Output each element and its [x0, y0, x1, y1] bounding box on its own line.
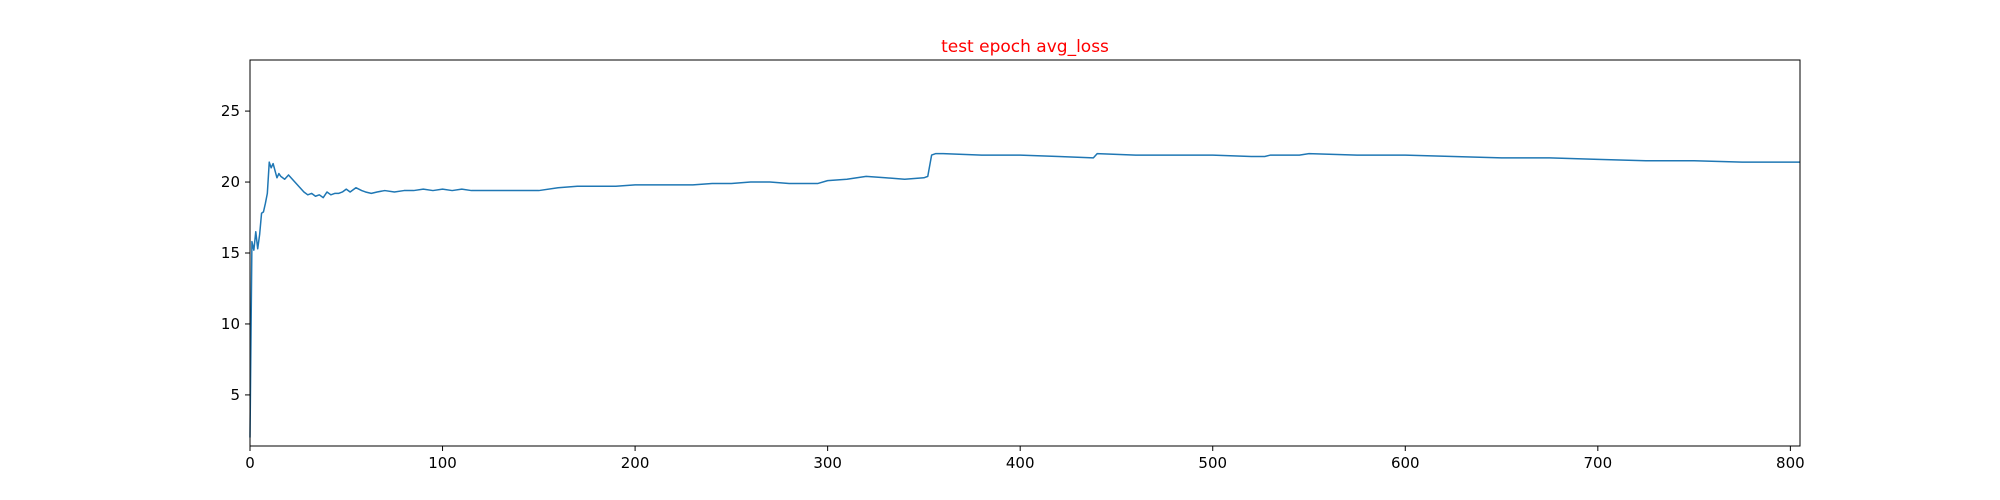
- y-tick-label: 25: [221, 102, 240, 120]
- x-tick-label: 100: [428, 454, 457, 472]
- chart-title: test epoch avg_loss: [941, 37, 1109, 57]
- x-tick-label: 800: [1776, 454, 1805, 472]
- x-tick-label: 200: [621, 454, 650, 472]
- y-tick-label: 20: [221, 173, 240, 191]
- axis-ticks: 0 100 200 300 400 500 600 700 800 5 10 15 20 25: [221, 102, 1805, 472]
- plot-frame: [249, 59, 1801, 447]
- x-tick-label: 400: [1006, 454, 1035, 472]
- y-tick-label: 10: [221, 315, 240, 333]
- x-tick-label: 500: [1198, 454, 1227, 472]
- x-tick-label: 600: [1391, 454, 1420, 472]
- y-tick-label: 5: [230, 386, 240, 404]
- plot-area: [249, 152, 1800, 438]
- x-tick-label: 300: [813, 454, 842, 472]
- x-tick-label: 0: [245, 454, 255, 472]
- y-tick-label: 15: [221, 244, 240, 262]
- series-line-0: [249, 152, 1800, 438]
- x-tick-label: 700: [1584, 454, 1613, 472]
